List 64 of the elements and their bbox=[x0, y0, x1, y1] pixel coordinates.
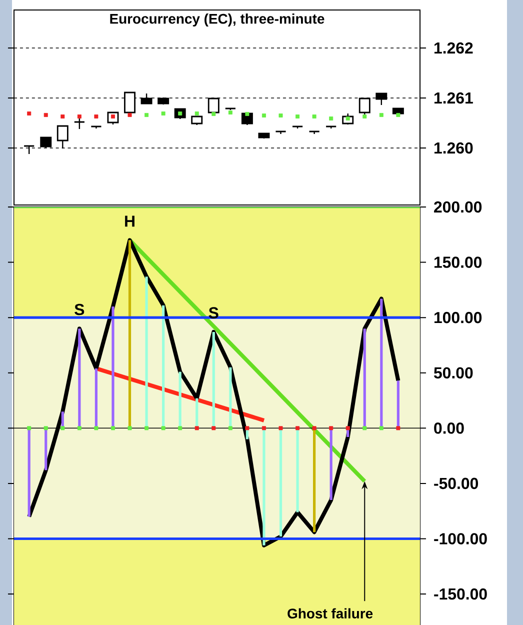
bar bbox=[212, 332, 215, 428]
bar bbox=[330, 428, 332, 500]
y-tick-label: 1.260 bbox=[434, 142, 473, 154]
point bbox=[228, 110, 232, 114]
annotation: S bbox=[74, 304, 84, 316]
y-tick-label: -50.00 bbox=[434, 478, 478, 490]
bar bbox=[296, 428, 299, 512]
bar bbox=[145, 276, 148, 428]
point bbox=[212, 112, 216, 116]
annotation: H bbox=[125, 216, 134, 227]
bar bbox=[262, 428, 266, 546]
point bbox=[144, 113, 149, 117]
candlestick bbox=[90, 126, 102, 130]
bar bbox=[178, 372, 182, 428]
point bbox=[379, 113, 384, 117]
point bbox=[161, 112, 166, 116]
y-tick-label: 100.00 bbox=[434, 312, 482, 324]
point bbox=[262, 114, 266, 118]
point bbox=[346, 116, 350, 120]
candlestick bbox=[275, 130, 286, 135]
point bbox=[77, 114, 82, 118]
candlestick bbox=[376, 92, 388, 106]
bar bbox=[363, 328, 366, 428]
bar bbox=[128, 240, 132, 428]
point bbox=[110, 114, 115, 118]
bar bbox=[162, 305, 165, 428]
y-tick-label: 200.00 bbox=[434, 201, 482, 213]
point bbox=[44, 113, 48, 117]
point bbox=[296, 114, 300, 118]
annotation: S bbox=[208, 307, 218, 318]
chart-title: Eurocurrency (EC), three-minute bbox=[110, 14, 324, 27]
point bbox=[94, 114, 98, 118]
annotation: Ghost failure bbox=[288, 608, 373, 618]
bar bbox=[44, 428, 48, 470]
point bbox=[194, 112, 199, 116]
bar bbox=[279, 428, 282, 537]
candlestick bbox=[124, 92, 136, 114]
point bbox=[312, 114, 316, 118]
point bbox=[278, 114, 283, 118]
point bbox=[128, 113, 132, 117]
bar bbox=[380, 298, 383, 428]
point bbox=[245, 112, 250, 116]
candlestick bbox=[140, 92, 152, 104]
y-tick-label: 1.261 bbox=[434, 92, 473, 104]
bar bbox=[396, 380, 400, 428]
bar bbox=[112, 306, 114, 428]
point bbox=[329, 116, 334, 120]
y-tick-label: 50.00 bbox=[434, 367, 473, 379]
point bbox=[60, 114, 65, 118]
point bbox=[362, 114, 367, 118]
point bbox=[27, 112, 32, 116]
bar bbox=[313, 428, 316, 532]
y-tick-label: -100.00 bbox=[434, 533, 487, 544]
point bbox=[396, 113, 400, 117]
y-tick-label: 150.00 bbox=[434, 256, 482, 268]
bar bbox=[78, 328, 81, 428]
y-tick-label: 1.262 bbox=[434, 42, 473, 54]
bar bbox=[229, 367, 232, 428]
y-tick-label: -150.00 bbox=[434, 588, 487, 600]
point bbox=[178, 112, 182, 116]
candlestick bbox=[308, 130, 320, 135]
bar bbox=[94, 368, 98, 428]
bar bbox=[28, 428, 30, 517]
y-tick-label: 0.00 bbox=[434, 422, 464, 434]
